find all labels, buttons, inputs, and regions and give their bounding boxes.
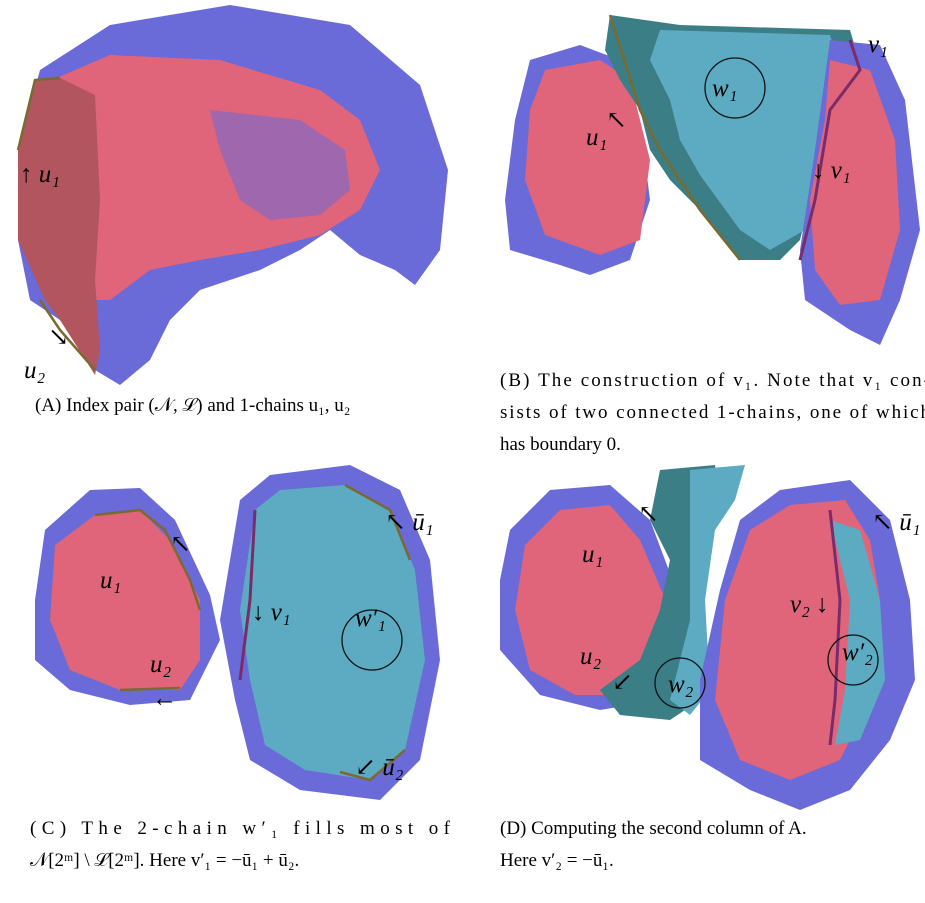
chain-label: ←: [152, 685, 177, 712]
caption-line: Here v′₂ = −ū₁.: [500, 850, 614, 871]
chain-label: ↖: [170, 531, 191, 558]
chain-label: u₂: [580, 643, 602, 670]
chain-label: ↑ u₁: [20, 161, 60, 188]
chain-label: ↘: [48, 324, 69, 351]
panel-c-render: [35, 465, 440, 800]
chain-label: u₁: [586, 124, 607, 151]
caption-line: has boundary 0.: [500, 434, 621, 455]
caption-line: (C) The 2-chain w′₁ fills most of: [30, 818, 451, 839]
chain-label: ↙: [612, 669, 633, 696]
chain-label: v₂ ↓: [790, 591, 829, 618]
chain-label: ↓ v₁: [812, 157, 851, 184]
panel-d-render: [500, 465, 915, 810]
chain-label: ↖: [638, 501, 659, 528]
caption-line: (A) Index pair (𝒩, ℒ) and 1-chains u₁, u…: [35, 395, 350, 416]
chain-label: u₁: [100, 567, 121, 594]
chain-label: u₁: [582, 541, 603, 568]
caption-line: 𝒩[2ᵐ] \ ℒ[2ᵐ]. Here v′₁ = −ū₁ + ū₂.: [30, 850, 299, 871]
chain-label: w₂: [668, 671, 694, 698]
chain-label: u₂: [150, 651, 172, 678]
panel-b-render: [505, 15, 920, 345]
chain-label: u₂: [24, 357, 46, 384]
chain-label: w′₂: [842, 639, 873, 666]
caption-line: sists of two connected 1-chains, one of …: [500, 402, 925, 423]
caption-line: (D) Computing the second column of A.: [500, 818, 807, 839]
chain-label: ↙ ū₂: [355, 754, 404, 781]
caption-line: (B) The construction of v₁. Note that v₁…: [500, 370, 925, 391]
chain-label: ↓ v₁: [252, 599, 291, 626]
chain-label: w₁: [712, 75, 737, 102]
figure: ↑ u₁↘u₂(A) Index pair (𝒩, ℒ) and 1-chain…: [0, 0, 925, 903]
chain-label: v₁: [868, 31, 888, 58]
chain-label: ↖: [606, 107, 627, 134]
panel-a-render: [18, 5, 448, 385]
chain-label: w′₁: [355, 605, 386, 632]
chain-label: ↖ ū₁: [872, 509, 920, 536]
chain-label: ↖ ū₁: [385, 509, 433, 536]
